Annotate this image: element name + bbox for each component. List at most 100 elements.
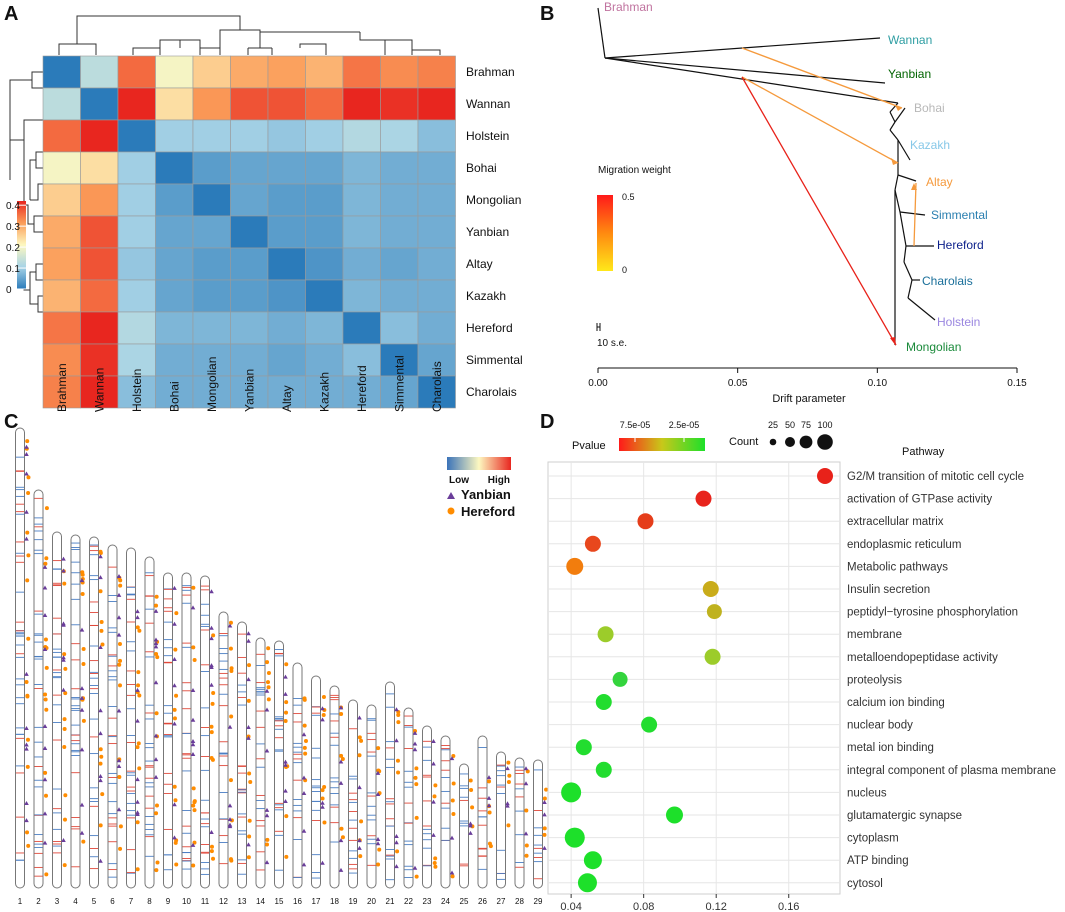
yanbian-marker bbox=[227, 817, 233, 822]
chromosome-label: 24 bbox=[441, 897, 450, 906]
heatmap-column-label: Altay bbox=[280, 385, 294, 412]
tip-label-yanbian: Yanbian bbox=[888, 67, 931, 81]
hereford-marker bbox=[98, 549, 103, 554]
yanbian-marker bbox=[24, 746, 29, 751]
heatmap-cell bbox=[305, 119, 344, 153]
yanbian-marker bbox=[394, 840, 399, 845]
hereford-marker bbox=[302, 697, 307, 702]
yanbian-marker bbox=[431, 739, 436, 744]
heatmap-cell bbox=[417, 279, 456, 313]
heatmap-cell bbox=[80, 55, 119, 89]
hereford-marker bbox=[154, 803, 159, 808]
yanbian-marker bbox=[98, 778, 103, 783]
heatmap-cell bbox=[305, 311, 344, 345]
hereford-marker bbox=[542, 832, 547, 837]
yanbian-marker bbox=[153, 641, 159, 646]
panel-label-a: A bbox=[4, 3, 18, 25]
pathway-point bbox=[577, 873, 597, 893]
chromosome-label: 21 bbox=[386, 897, 395, 906]
hereford-marker bbox=[322, 784, 327, 789]
hereford-marker bbox=[303, 751, 308, 756]
heatmap-cell bbox=[342, 343, 381, 377]
enrichment-points bbox=[561, 468, 833, 893]
hereford-marker bbox=[118, 683, 123, 688]
count-legend-label: 75 bbox=[801, 420, 811, 430]
chromosome-3 bbox=[52, 531, 62, 889]
yanbian-marker bbox=[264, 813, 270, 818]
hereford-marker bbox=[43, 692, 48, 697]
yanbian-marker bbox=[116, 758, 122, 763]
hereford-marker bbox=[506, 780, 511, 785]
heatmap-cell bbox=[342, 183, 381, 217]
heatmap-cell bbox=[80, 183, 119, 217]
yanbian-marker bbox=[264, 707, 270, 712]
heatmap-cell bbox=[380, 215, 419, 249]
hereford-marker bbox=[266, 685, 271, 690]
count-legend-dot bbox=[785, 437, 795, 447]
hereford-marker bbox=[154, 711, 159, 716]
hereford-marker bbox=[284, 662, 289, 667]
yanbian-marker bbox=[153, 733, 159, 738]
pathway-label: glutamatergic synapse bbox=[847, 810, 962, 822]
hereford-marker bbox=[154, 868, 159, 873]
hereford-marker bbox=[172, 716, 177, 721]
pathway-label: extracellular matrix bbox=[847, 516, 944, 528]
chromosome-label: 29 bbox=[534, 897, 543, 906]
yanbian-marker bbox=[246, 842, 251, 847]
hereford-marker bbox=[265, 842, 270, 847]
yanbian-marker bbox=[42, 646, 48, 651]
yanbian-marker bbox=[283, 788, 288, 793]
column-dendrogram bbox=[58, 15, 441, 55]
yanbian-marker bbox=[357, 838, 362, 843]
yanbian-marker bbox=[375, 841, 381, 846]
tip-label-wannan: Wannan bbox=[888, 33, 932, 47]
heatmap-cell bbox=[267, 151, 306, 185]
heatmap-cell bbox=[380, 247, 419, 281]
heatmap-cell bbox=[380, 55, 419, 89]
heatmap-cell bbox=[305, 87, 344, 121]
yanbian-marker bbox=[209, 589, 214, 594]
pathway-label: metalloendopeptidase activity bbox=[847, 652, 998, 664]
heatmap-cell bbox=[417, 87, 456, 121]
chromosome-label: 4 bbox=[73, 897, 78, 906]
heatmap-cell bbox=[117, 215, 156, 249]
yanbian-marker bbox=[301, 862, 307, 867]
tip-label-hereford: Hereford bbox=[937, 238, 984, 252]
panel-label-b: B bbox=[540, 3, 554, 25]
heatmap-cell bbox=[267, 375, 306, 409]
yanbian-marker bbox=[283, 799, 288, 804]
heatmap-cell bbox=[42, 311, 81, 345]
yanbian-marker bbox=[246, 725, 251, 730]
hereford-marker bbox=[98, 761, 103, 766]
hereford-marker bbox=[63, 793, 68, 798]
yanbian-marker bbox=[190, 688, 196, 693]
heatmap-cell bbox=[417, 119, 456, 153]
hereford-marker bbox=[118, 658, 123, 663]
hereford-marker bbox=[524, 853, 529, 858]
migration-edges bbox=[741, 47, 917, 346]
hereford-marker bbox=[488, 844, 493, 849]
pathway-point bbox=[566, 557, 584, 575]
hereford-marker bbox=[118, 846, 123, 851]
yanbian-marker bbox=[375, 836, 381, 841]
count-legend-label: 25 bbox=[768, 420, 778, 430]
hereford-marker bbox=[26, 843, 31, 848]
hereford-marker bbox=[266, 670, 271, 675]
hereford-marker bbox=[395, 758, 400, 763]
heatmap-cell bbox=[192, 183, 231, 217]
yanbian-marker bbox=[98, 774, 103, 779]
hereford-marker bbox=[451, 781, 456, 786]
hereford-marker bbox=[100, 792, 105, 797]
chromosome-label: 22 bbox=[404, 897, 413, 906]
hereford-marker bbox=[24, 679, 29, 684]
heatmap-cell bbox=[117, 55, 156, 89]
heatmap-cell bbox=[80, 311, 119, 345]
heatmap-cell bbox=[42, 151, 81, 185]
karyotype-panel: 1 2 3 4 5 6 7 8 9 10 11 12 13 14 15 16 17 18 19 20 21 22 23 24 2… bbox=[15, 427, 549, 906]
hereford-marker bbox=[25, 530, 30, 535]
count-legend-title: Count bbox=[729, 436, 758, 448]
heatmap-cell bbox=[42, 119, 81, 153]
hereford-marker bbox=[302, 723, 307, 728]
yanbian-marker bbox=[135, 718, 140, 723]
hereford-marker bbox=[432, 860, 437, 865]
